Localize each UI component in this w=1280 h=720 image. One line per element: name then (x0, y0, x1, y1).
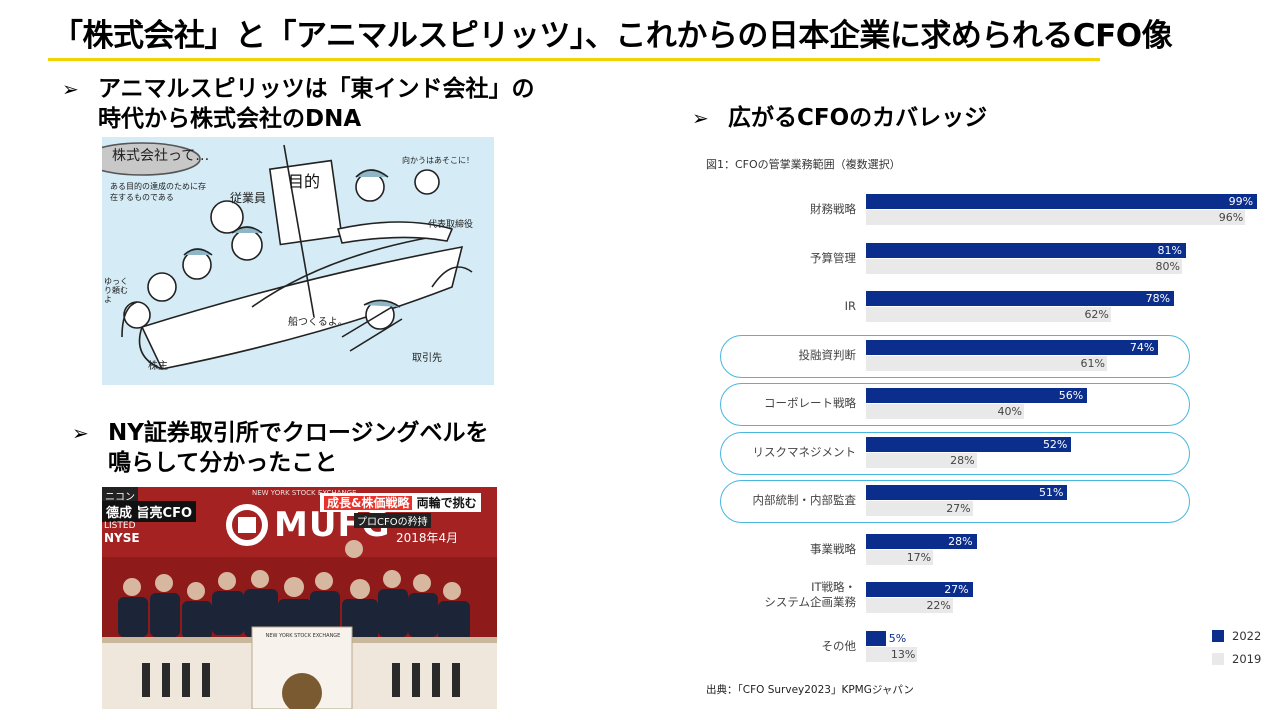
value-label-2019: 28% (950, 453, 975, 467)
bullet-cfo-coverage: ➢ 広がるCFOのカバレッジ (692, 103, 1112, 133)
value-label-2019: 27% (946, 502, 971, 515)
value-label-2022: 28% (948, 534, 973, 548)
bar-2019 (866, 598, 953, 613)
slide-title: 「株式会社」と「アニマルスピリッツ」、これからの日本企業に求められるCFO像 (52, 18, 1173, 54)
value-label-2022: 81% (1157, 243, 1182, 257)
legend-swatch-2022 (1212, 630, 1224, 642)
value-label-2022: 56% (1058, 389, 1084, 402)
value-label-2019: 96% (1218, 211, 1244, 224)
arrow-bullet-icon: ➢ (692, 106, 709, 130)
headline-box: 成長&株価戦略 両輪で挑む (320, 493, 481, 512)
bar-2022 (866, 194, 1258, 209)
exchange-banner: NEW YORK STOCK EXCHANGE (252, 489, 357, 497)
bar-2019 (866, 210, 1246, 225)
value-label-2022: 74% (1129, 340, 1155, 354)
headline-subtitle: プロCFOの矜持 (354, 513, 431, 528)
value-label-2019: 17% (906, 550, 932, 564)
bar-2019 (866, 501, 973, 516)
value-label-2019: 61% (1080, 356, 1105, 370)
headline-highlight: 成長&株価戦略 (324, 496, 413, 510)
value-label-2019: 22% (926, 599, 951, 612)
sketch-shareholder: 株主 (148, 361, 168, 372)
bar-2019 (866, 549, 934, 565)
bar-2022 (866, 582, 973, 597)
category-label: 予算管理 (810, 250, 856, 265)
legend-swatch-2019 (1212, 653, 1224, 665)
category-label: コーポレート戦略 (764, 396, 856, 410)
arrow-bullet-icon: ➢ (62, 77, 79, 101)
category-label: 財務戦略 (810, 202, 856, 216)
arrow-bullet-icon: ➢ (72, 421, 89, 445)
category-label: 内部統制・内部監査 (752, 493, 857, 507)
company-ship-illustration: 株式会社って… ある目的の達成のために存在するものである 目的 従業員 代表取締… (102, 137, 494, 385)
bar-2022 (866, 436, 1072, 452)
category-label: 事業戦略 (810, 541, 856, 556)
bar-2022 (866, 533, 977, 549)
cfo-scope-bar-chart: 図1：CFOの管掌業務範囲（複数選択） 出典：「CFO Survey2023」K… (700, 150, 1280, 710)
legend-label-2019: 2019 (1232, 652, 1262, 666)
bullet-animal-spirits: ➢ アニマルスピリッツは「東インド会社」の 時代から株式会社のDNA (62, 74, 582, 134)
highlight-outline (720, 480, 1190, 523)
highlight-outline (720, 334, 1190, 378)
corner-label: ニコン (102, 487, 138, 504)
sketch-director: 代表取締役 (428, 220, 474, 230)
bullet-text: NY証券取引所でクロージングベルを 鳴らして分かったこと (108, 420, 489, 476)
bar-2019 (866, 258, 1182, 274)
bar-2019 (866, 307, 1111, 322)
sketch-employees: 従業員 (230, 191, 267, 205)
podium-label: NEW YORK STOCK EXCHANGE (265, 633, 341, 639)
value-label-2022: 51% (1038, 486, 1064, 499)
title-underline (48, 58, 1100, 61)
nyse-label: NYSE (104, 531, 140, 545)
person-caption: 德成 旨亮CFO (102, 501, 196, 522)
listed-label: LISTED (104, 521, 136, 531)
bar-2019 (866, 355, 1107, 371)
bar-2019 (866, 404, 1024, 419)
bar-2022 (866, 291, 1175, 306)
date-label: 2018年4月 (396, 531, 459, 545)
bar-2022 (866, 485, 1068, 500)
value-label-2022: 5% (888, 631, 907, 645)
category-label: リスクマネジメント (752, 444, 857, 459)
sketch-heading: 株式会社って… (112, 148, 210, 164)
bullet-text: 広がるCFOのカバレッジ (728, 105, 988, 131)
sketch-bubble-1: 向かうはあそこに！ (402, 156, 474, 165)
value-label-2022: 78% (1145, 292, 1171, 305)
value-label-2019: 13% (890, 647, 916, 661)
bar-2019 (866, 452, 977, 468)
chart-source: 出典：「CFO Survey2023」KPMGジャパン (706, 684, 914, 696)
sketch-bubble-2: 船つくるよ。 (288, 317, 348, 328)
category-label: IT戦略・ システム企画業務 (764, 580, 856, 609)
bar-2022 (866, 388, 1088, 403)
value-label-2019: 80% (1155, 259, 1180, 273)
sketch-flag: 目的 (288, 172, 321, 191)
chart-title: 図1：CFOの管掌業務範囲（複数選択） (706, 158, 901, 171)
highlight-outline (720, 431, 1190, 475)
sketch-counterparty: 取引先 (412, 353, 442, 364)
highlight-outline (720, 383, 1190, 426)
category-label: 投融資判断 (798, 347, 857, 362)
ship-sketch-image (102, 142, 473, 370)
category-label: IR (844, 299, 856, 313)
nyse-closing-bell-photo: ニコン 德成 旨亮CFO LISTED NYSE NEW YORK STOCK … (102, 487, 497, 709)
category-label: その他 (821, 638, 857, 653)
legend-label-2022: 2022 (1232, 629, 1262, 643)
bar-2022 (866, 242, 1186, 258)
headline-text: 両輪で挑む (416, 496, 477, 510)
value-label-2022: 52% (1042, 437, 1068, 451)
bar-2019 (866, 646, 918, 662)
sketch-bubble-3: ゆっくり頼むよ (104, 277, 128, 304)
value-label-2019: 62% (1084, 308, 1109, 321)
sketch-note: ある目的の達成のために存在するものである (110, 182, 206, 202)
bullet-text: アニマルスピリッツは「東インド会社」の 時代から株式会社のDNA (98, 76, 535, 132)
bullet-nyse-closing-bell: ➢ NY証券取引所でクロージングベルを 鳴らして分かったこと (72, 418, 592, 478)
bar-2022 (866, 630, 886, 646)
value-label-2022: 99% (1228, 195, 1254, 208)
value-label-2019: 40% (997, 405, 1022, 418)
bar-2022 (866, 339, 1159, 355)
value-label-2022: 27% (944, 583, 969, 596)
